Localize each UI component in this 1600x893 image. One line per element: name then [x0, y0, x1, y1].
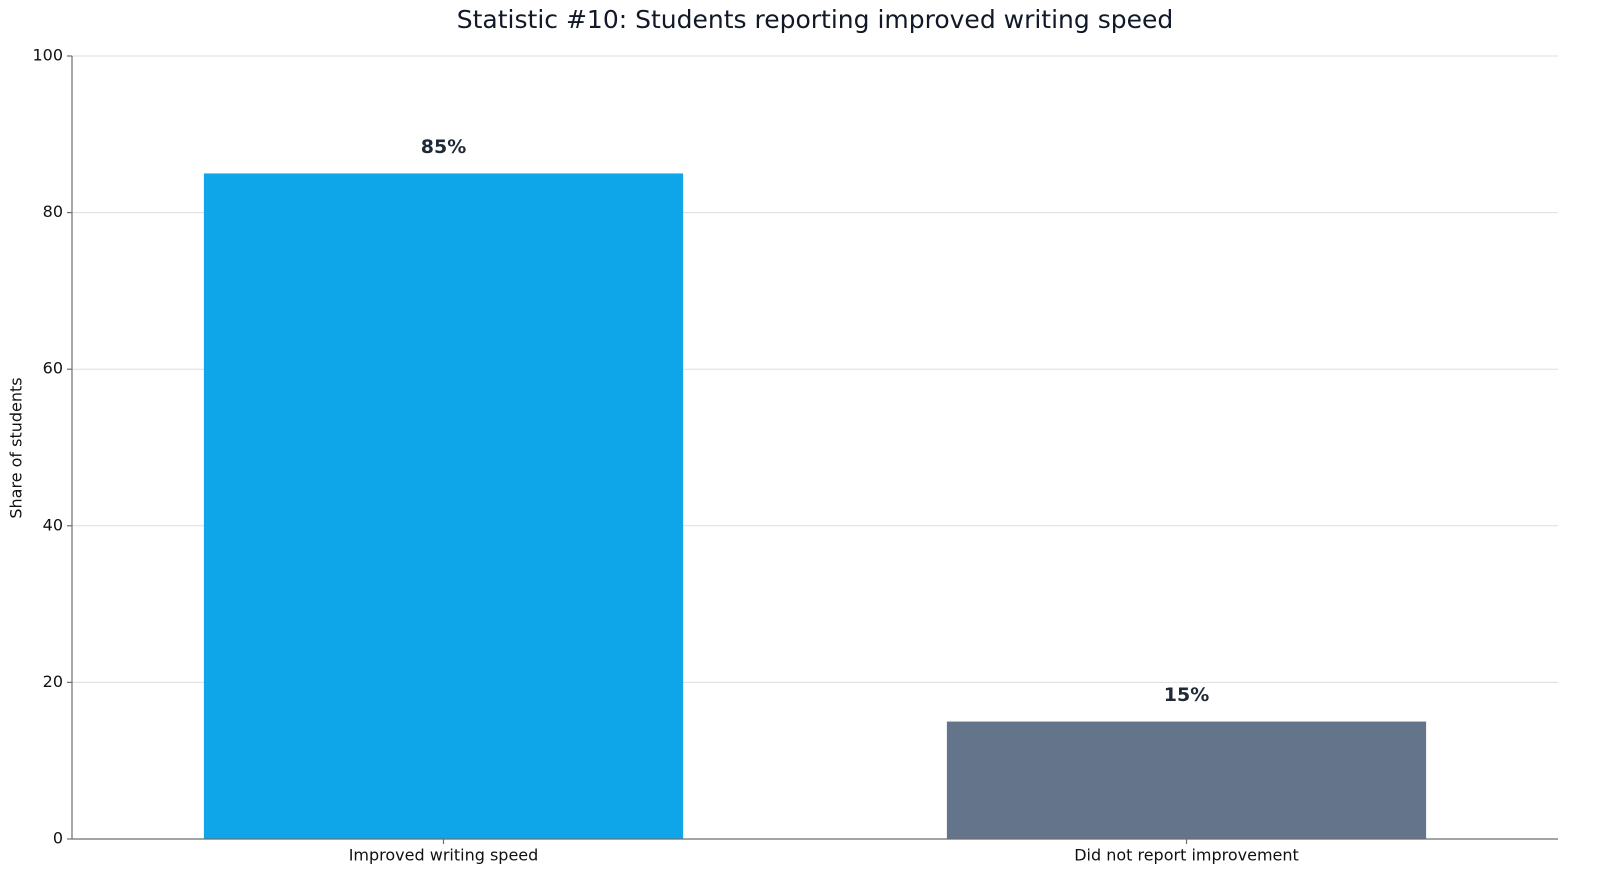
- value-label: 85%: [421, 136, 466, 158]
- chart-title: Statistic #10: Students reporting improv…: [457, 5, 1173, 34]
- bar: [203, 173, 684, 839]
- x-tick-label: Improved writing speed: [349, 846, 539, 865]
- y-tick-label: 20: [43, 672, 63, 691]
- y-tick-label: 60: [43, 359, 63, 378]
- value-label: 15%: [1164, 684, 1209, 706]
- bar: [946, 721, 1427, 839]
- y-tick-label: 80: [43, 202, 63, 221]
- x-tick-label: Did not report improvement: [1074, 846, 1299, 865]
- y-tick-label: 100: [32, 46, 63, 65]
- y-tick-label: 0: [53, 829, 63, 848]
- y-axis-label: Share of students: [7, 377, 26, 518]
- y-tick-label: 40: [43, 515, 63, 534]
